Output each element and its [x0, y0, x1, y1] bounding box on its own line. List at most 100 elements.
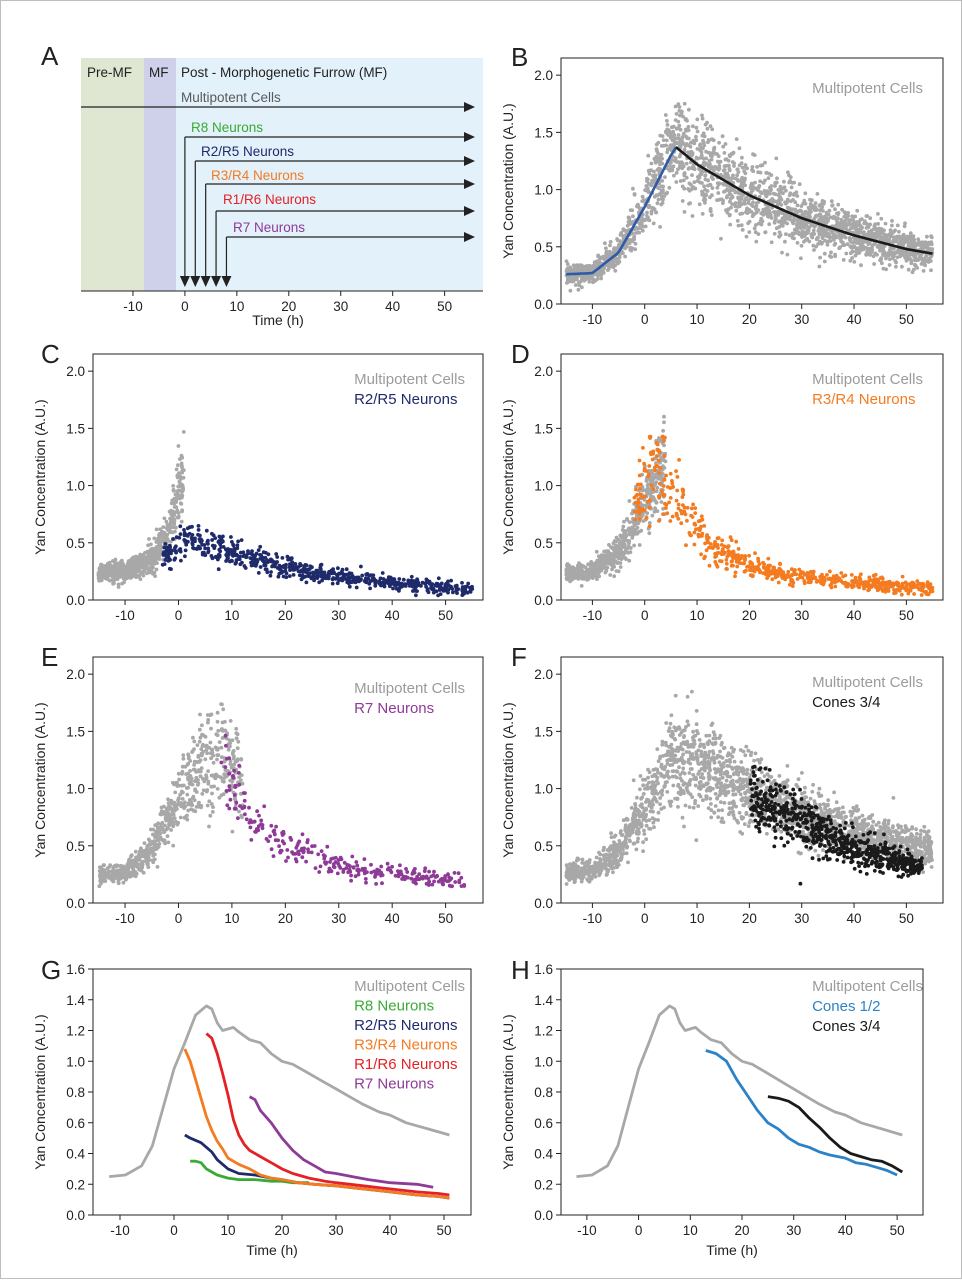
scatter-point	[662, 439, 666, 443]
scatter-point	[146, 550, 150, 554]
panel-a-tick-label: 0	[181, 299, 189, 314]
scatter-point	[675, 112, 679, 116]
scatter-point	[765, 194, 769, 198]
scatter-point	[567, 564, 571, 568]
scatter-point	[570, 280, 574, 284]
panel-a-tick-label: -10	[123, 299, 143, 314]
y-tick-label: 2.0	[534, 364, 553, 379]
scatter-point	[721, 201, 725, 205]
scatter-point	[603, 241, 607, 245]
scatter-point	[675, 489, 679, 493]
panel-a-x-axis-title: Time (h)	[252, 312, 304, 328]
scatter-point	[759, 219, 763, 223]
scatter-point	[639, 529, 643, 533]
scatter-point	[734, 540, 738, 544]
scatter-point	[788, 191, 792, 195]
scatter-point	[662, 144, 666, 148]
scatter-point	[623, 229, 627, 233]
scatter-point	[892, 591, 896, 595]
scatter-point	[891, 256, 895, 260]
scatter-point	[437, 576, 441, 580]
scatter-point	[662, 138, 666, 142]
scatter-point	[768, 186, 772, 190]
scatter-point	[737, 553, 741, 557]
scatter-point	[922, 269, 926, 273]
scatter-point	[694, 135, 698, 139]
scatter-point	[777, 567, 781, 571]
scatter-point	[660, 189, 664, 193]
scatter-point	[655, 489, 659, 493]
scatter-point	[575, 278, 579, 282]
scatter-point	[647, 531, 651, 535]
scatter-point	[802, 240, 806, 244]
scatter-point	[210, 532, 214, 536]
scatter-point	[868, 253, 872, 257]
scatter-point	[297, 565, 301, 569]
scatter-point	[675, 141, 679, 145]
scatter-point	[906, 257, 910, 261]
scatter-point	[876, 212, 880, 216]
scatter-point	[345, 567, 349, 571]
scatter-point	[708, 183, 712, 187]
scatter-point	[139, 577, 143, 581]
scatter-point	[616, 561, 620, 565]
scatter-point	[284, 569, 288, 573]
scatter-point	[701, 518, 705, 522]
scatter-point	[612, 547, 616, 551]
scatter-point	[583, 277, 587, 281]
scatter-point	[899, 254, 903, 258]
scatter-point	[592, 567, 596, 571]
scatter-point	[147, 537, 151, 541]
series-r3-r4-neurons	[633, 435, 935, 597]
legend-entry-multipotent-cells: Multipotent Cells	[354, 371, 465, 388]
scatter-point	[713, 165, 717, 169]
scatter-point	[795, 190, 799, 194]
scatter-point	[609, 262, 613, 266]
scatter-point	[757, 232, 761, 236]
scatter-point	[923, 264, 927, 268]
scatter-point	[628, 532, 632, 536]
scatter-point	[642, 462, 646, 466]
scatter-point	[186, 534, 190, 538]
scatter-point	[926, 593, 930, 597]
scatter-point	[439, 583, 443, 587]
scatter-point	[786, 253, 790, 257]
scatter-point	[455, 589, 459, 593]
scatter-point	[705, 533, 709, 537]
scatter-point	[766, 215, 770, 219]
x-tick-label: 10	[224, 608, 239, 623]
scatter-point	[674, 160, 678, 164]
scatter-point	[174, 500, 178, 504]
scatter-point	[699, 142, 703, 146]
scatter-point	[594, 574, 598, 578]
scatter-point	[908, 589, 912, 593]
scatter-point	[689, 145, 693, 149]
scatter-point	[608, 244, 612, 248]
scatter-point	[596, 261, 600, 265]
x-tick-label: 50	[899, 312, 914, 327]
scatter-point	[750, 189, 754, 193]
scatter-point	[717, 141, 721, 145]
scatter-point	[336, 566, 340, 570]
scatter-point	[327, 572, 331, 576]
scatter-point	[155, 528, 159, 532]
scatter-point	[144, 566, 148, 570]
scatter-point	[353, 580, 357, 584]
scatter-point	[674, 469, 678, 473]
scatter-point	[754, 240, 758, 244]
scatter-point	[627, 559, 631, 563]
scatter-point	[646, 178, 650, 182]
scatter-point	[660, 157, 664, 161]
scatter-point	[848, 259, 852, 263]
scatter-point	[343, 577, 347, 581]
scatter-point	[389, 576, 393, 580]
scatter-point	[866, 247, 870, 251]
scatter-point	[730, 538, 734, 542]
scatter-point	[750, 203, 754, 207]
scatter-point	[867, 576, 871, 580]
scatter-point	[897, 235, 901, 239]
scatter-point	[565, 577, 569, 581]
y-axis-title: Yan Concentration (A.U.)	[500, 103, 516, 258]
scatter-point	[684, 144, 688, 148]
panel-letter-a: A	[41, 41, 59, 71]
